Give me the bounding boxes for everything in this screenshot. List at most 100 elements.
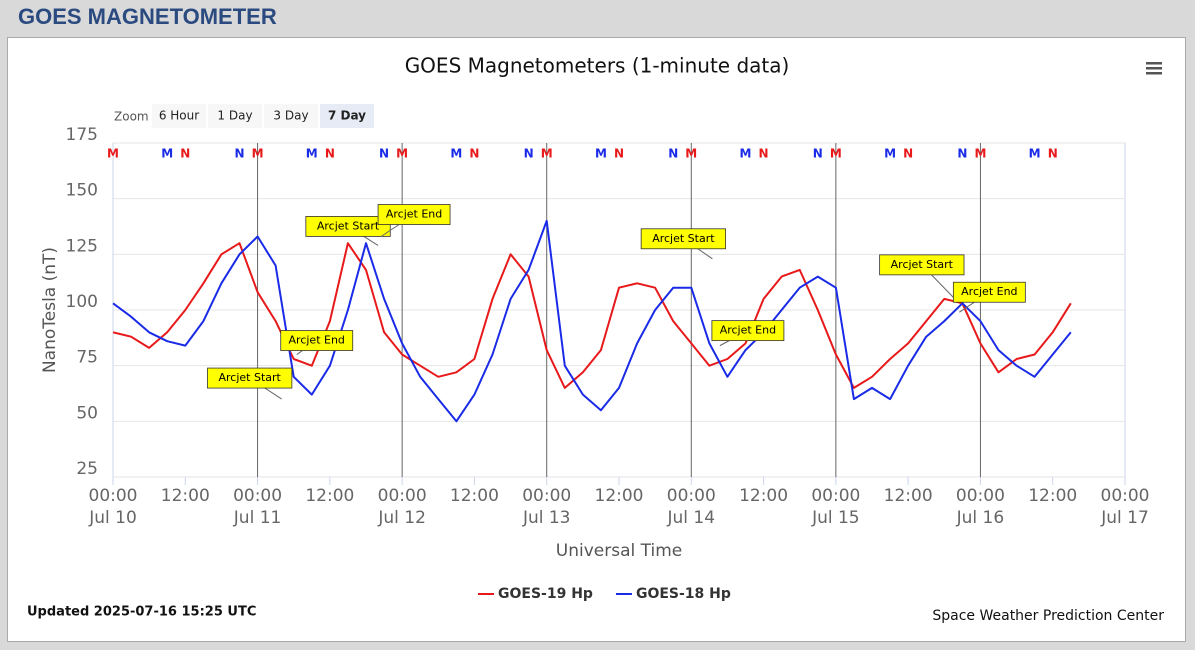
annotation-box <box>207 367 293 389</box>
x-axis-title: Universal Time <box>556 541 682 561</box>
marker-label: N <box>614 147 624 161</box>
x-tick-sublabel: Jul 10 <box>88 508 137 528</box>
x-tick-label: 12:00 <box>884 486 933 506</box>
annotation-label: Arcjet Start <box>317 219 380 232</box>
x-tick-label: 00:00 <box>233 486 282 506</box>
x-tick-sublabel: Jul 17 <box>1100 508 1149 528</box>
marker-label: M <box>595 147 607 161</box>
marker-label: N <box>1048 147 1058 161</box>
legend-item[interactable]: GOES-19 Hp <box>478 586 593 602</box>
marker-label: N <box>759 147 769 161</box>
annotation-label: Arcjet End <box>720 324 776 337</box>
updated-label: Updated 2025-07-16 15:25 UTC <box>27 605 256 620</box>
marker-label: M <box>830 147 842 161</box>
marker-label: M <box>107 147 119 161</box>
panel <box>7 37 1186 642</box>
marker-label: N <box>469 147 479 161</box>
annotation-box <box>280 330 354 351</box>
x-tick-label: 00:00 <box>522 486 571 506</box>
marker-label: M <box>252 147 264 161</box>
zoom-button-label: 6 Hour <box>159 109 199 123</box>
menu-bar <box>1146 72 1162 75</box>
annotation: Arcjet End <box>711 320 785 347</box>
annotation-box <box>377 204 451 225</box>
marker-label: N <box>379 147 389 161</box>
marker-label: M <box>541 147 553 161</box>
zoom-button-label: 7 Day <box>328 109 366 123</box>
annotation-label: Arcjet Start <box>891 258 954 271</box>
menu-bar <box>1146 67 1162 70</box>
zoom-button-label: 3 Day <box>273 109 308 123</box>
x-tick-label: 00:00 <box>378 486 427 506</box>
annotation: Arcjet Start <box>207 367 293 400</box>
marker-label: M <box>396 147 408 161</box>
zoom-button-bg <box>208 104 262 128</box>
menu-icon[interactable] <box>1146 62 1162 75</box>
x-tick-sublabel: Jul 12 <box>377 508 426 528</box>
annotation-box <box>879 254 965 276</box>
x-tick-label: 12:00 <box>305 486 354 506</box>
annotation-box <box>305 216 391 237</box>
x-tick-label: 00:00 <box>1101 486 1150 506</box>
y-tick-label: 75 <box>76 348 98 368</box>
zoom-button[interactable]: 3 Day <box>264 104 318 128</box>
marker-label: N <box>668 147 678 161</box>
annotation-label: Arcjet End <box>289 334 345 347</box>
marker-label: M <box>685 147 697 161</box>
marker-label: N <box>903 147 913 161</box>
zoom-button-bg <box>320 104 374 128</box>
annotation: Arcjet Start <box>305 216 391 246</box>
annotation-label: Arcjet End <box>961 285 1017 298</box>
x-tick-label: 00:00 <box>89 486 138 506</box>
zoom-button-bg <box>264 104 318 128</box>
y-tick-label: 125 <box>66 236 98 256</box>
marker-label: M <box>974 147 986 161</box>
marker-label: N <box>524 147 534 161</box>
chart-title: GOES Magnetometers (1-minute data) <box>405 54 790 78</box>
x-tick-label: 12:00 <box>161 486 210 506</box>
zoom-button[interactable]: 1 Day <box>208 104 262 128</box>
series-line <box>112 219 1072 423</box>
annotation-label: Arcjet Start <box>652 232 715 245</box>
x-tick-label: 12:00 <box>739 486 788 506</box>
legend-item[interactable]: GOES-18 Hp <box>615 586 731 602</box>
annotation-box <box>640 228 726 250</box>
annotation-box <box>952 281 1026 303</box>
marker-label: M <box>161 147 173 161</box>
zoom-button-bg <box>152 104 206 128</box>
y-tick-label: 150 <box>66 181 98 201</box>
legend-label: GOES-19 Hp <box>498 586 593 602</box>
marker-label: N <box>813 147 823 161</box>
x-tick-label: 00:00 <box>667 486 716 506</box>
x-tick-sublabel: Jul 11 <box>233 508 282 528</box>
annotation-label: Arcjet End <box>386 208 442 221</box>
marker-label: M <box>884 147 896 161</box>
page-header: GOES MAGNETOMETER <box>18 4 277 29</box>
x-tick-sublabel: Jul 14 <box>667 508 716 528</box>
y-tick-label: 25 <box>76 459 98 479</box>
zoom-label: Zoom <box>114 110 149 124</box>
x-tick-sublabel: Jul 13 <box>522 508 571 528</box>
x-tick-label: 12:00 <box>595 486 644 506</box>
zoom-button[interactable]: 6 Hour <box>152 104 206 128</box>
marker-label: M <box>1029 147 1041 161</box>
annotation: Arcjet End <box>377 204 451 237</box>
x-tick-label: 12:00 <box>1028 486 1077 506</box>
annotation-box <box>711 320 785 342</box>
marker-label: M <box>450 147 462 161</box>
annotation: Arcjet End <box>952 281 1026 313</box>
marker-label: N <box>325 147 335 161</box>
annotation-label: Arcjet Start <box>218 371 281 384</box>
legend-label: GOES-18 Hp <box>636 586 731 602</box>
series-line <box>112 242 1072 389</box>
zoom-button[interactable]: 7 Day <box>320 104 374 128</box>
marker-label: M <box>306 147 318 161</box>
menu-bar <box>1146 62 1162 65</box>
y-axis-title: NanoTesla (nT) <box>40 247 60 373</box>
marker-label: M <box>740 147 752 161</box>
x-tick-label: 00:00 <box>811 486 860 506</box>
marker-label: N <box>234 147 244 161</box>
x-tick-label: 12:00 <box>450 486 499 506</box>
